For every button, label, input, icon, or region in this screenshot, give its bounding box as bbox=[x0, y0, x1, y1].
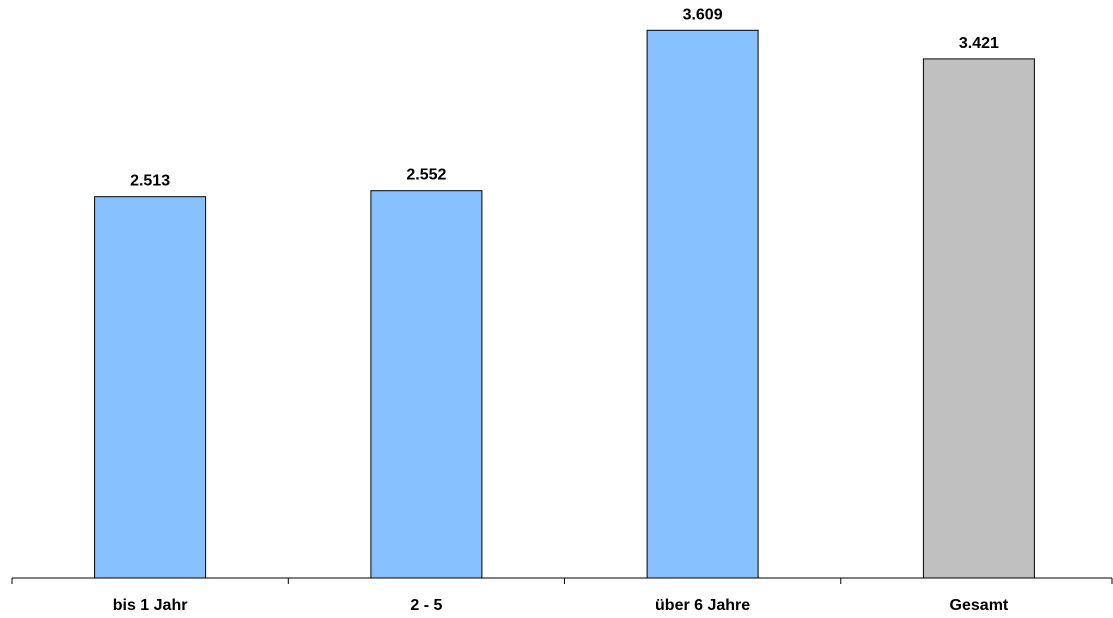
bar-group bbox=[94, 29, 1035, 579]
bar-3 bbox=[922, 58, 1035, 579]
bar-1 bbox=[370, 190, 483, 579]
x-tick-label-0: bis 1 Jahr bbox=[113, 597, 188, 614]
data-label-2: 3.609 bbox=[683, 6, 723, 23]
data-label-3: 3.421 bbox=[959, 35, 999, 52]
x-tick-label-3: Gesamt bbox=[950, 597, 1009, 614]
bar-2 bbox=[646, 29, 759, 579]
x-tick-label-1: 2 - 5 bbox=[410, 597, 442, 614]
bar-0 bbox=[94, 196, 207, 579]
data-label-0: 2.513 bbox=[130, 173, 170, 190]
x-axis-tick-group bbox=[11, 578, 1113, 584]
data-label-group: 2.513 2.552 3.609 3.421 bbox=[130, 6, 999, 189]
x-tick-label-2: über 6 Jahre bbox=[655, 597, 750, 614]
x-axis-label-group: bis 1 Jahr 2 - 5 über 6 Jahre Gesamt bbox=[113, 597, 1009, 614]
data-label-1: 2.552 bbox=[406, 167, 446, 184]
